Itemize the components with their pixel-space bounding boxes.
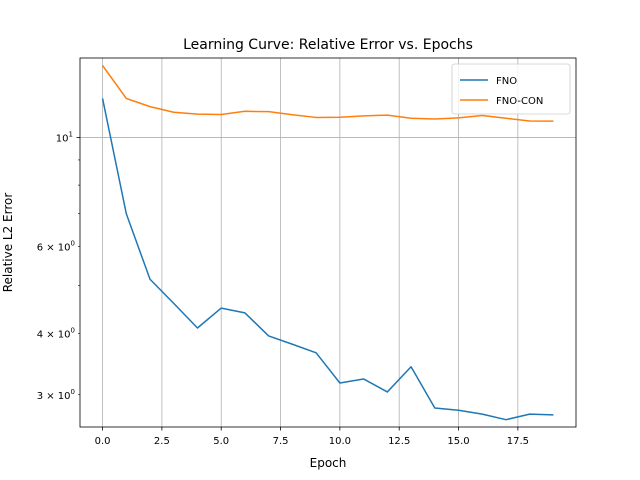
y-axis-label: Relative L2 Error	[1, 193, 15, 293]
series-line-fno	[101, 98, 554, 421]
x-tick-label: 17.5	[507, 436, 529, 447]
legend-label: FNO	[496, 76, 517, 87]
x-tick-label: 5.0	[213, 436, 229, 447]
y-tick-label: 101	[56, 130, 73, 144]
plot-frame	[79, 57, 577, 428]
legend-label: FNO-CON	[496, 96, 543, 107]
x-tick-label: 12.5	[388, 436, 410, 447]
legend-box	[451, 63, 571, 115]
x-tick-label: 15.0	[447, 436, 469, 447]
axis-ticks: 0.0 2.5 5.0 7.5 10.0 12.5 15.0 17.5 101 3 × 100 4 …	[37, 130, 529, 447]
chart-title: Learning Curve: Relative Error vs. Epoch…	[183, 37, 473, 53]
x-tick-label: 0.0	[95, 436, 111, 447]
y-tick-label: 4 × 100	[37, 326, 75, 340]
x-tick-label: 2.5	[154, 436, 170, 447]
x-tick-label: 10.0	[329, 436, 351, 447]
series-line-fno-con	[101, 65, 554, 122]
y-tick-label: 6 × 100	[37, 240, 75, 254]
series-lines	[101, 65, 554, 421]
legend: FNO FNO-CON	[451, 63, 571, 115]
y-tick-label: 3 × 100	[37, 388, 75, 402]
x-axis-label: Epoch	[310, 456, 347, 470]
x-tick-label: 7.5	[273, 436, 289, 447]
